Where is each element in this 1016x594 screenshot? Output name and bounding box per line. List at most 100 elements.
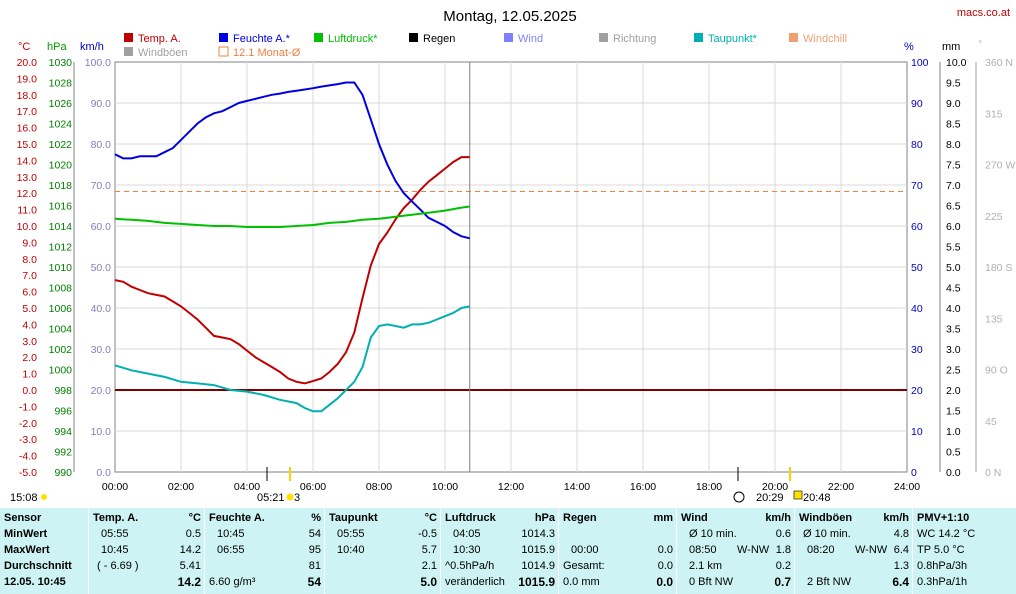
summary-table: Sensor MinWert MaxWert Durchschnitt 12.0…: [0, 508, 1016, 594]
temp-tick-label: 10.0: [17, 221, 38, 233]
legend-swatch: [409, 33, 418, 42]
rain-tick-label: 8.0: [946, 139, 961, 151]
rain-mm: 0.0 mm: [563, 576, 600, 588]
rain-tick-label: 3.0: [946, 344, 961, 356]
press-max-value: 1015.9: [521, 544, 555, 556]
dew-head: Taupunkt: [329, 512, 378, 524]
wind-bft: 0 Bft NW: [689, 576, 734, 588]
rain-tick-label: 1.5: [946, 406, 961, 418]
col-pmv: PMV+1:10 WC 14.2 °C TP 5.0 °C 0.8hPa/3h …: [912, 508, 1016, 594]
humidity-tick-label: 20: [911, 385, 923, 397]
temp-tick-label: 14.0: [17, 155, 38, 167]
hum-min-time: 10:45: [217, 528, 245, 540]
wind-tick-label: 80.0: [91, 139, 112, 151]
humidity-tick-label: 50: [911, 262, 923, 274]
temp-unit: °C: [188, 512, 201, 524]
legend: Temp. A. Feuchte A.* Luftdruck* Regen Wind Ri…: [124, 33, 847, 59]
rain-tick-label: 5.5: [946, 242, 961, 254]
temp-tick-label: -5.0: [19, 467, 37, 479]
sunrise-moon-label: 3: [294, 492, 300, 504]
temp-avg-value: 5.41: [179, 560, 201, 572]
moonset-time: 20:48: [803, 492, 831, 504]
dew-min-time: 05:55: [337, 528, 365, 540]
legend-swatch: [124, 47, 133, 56]
pressure-tick-label: 996: [54, 406, 72, 418]
humidity-axis-unit: %: [904, 41, 914, 53]
pmv-head: PMV+1:10: [917, 512, 970, 524]
legend-swatch: [504, 33, 513, 42]
temp-tick-label: 18.0: [17, 90, 38, 102]
sunset-time: 20:29: [756, 492, 784, 504]
humidity-tick-label: 100: [911, 57, 929, 69]
legend-label: Windchill: [803, 33, 847, 45]
press-min-time: 04:05: [453, 528, 481, 540]
pressure-tick-label: 1000: [49, 365, 73, 377]
rain-head: Regen: [563, 512, 597, 524]
gust-avg10-label: Ø 10 min.: [803, 528, 851, 540]
rain-tick-label: 4.0: [946, 303, 961, 315]
sunrise-time: 05:21: [257, 492, 285, 504]
pmv-windchill: WC 14.2 °C: [917, 528, 976, 540]
dew-unit: °C: [424, 512, 437, 524]
pressure-tick-label: 1030: [49, 57, 73, 69]
press-forecast: veränderlich: [445, 576, 505, 588]
gust-bft: 2 Bft NW: [807, 576, 852, 588]
series-line-luftdruck: [114, 205, 470, 228]
pressure-tick-label: 1002: [49, 344, 73, 356]
temp-tick-label: 0.0: [22, 385, 37, 397]
rain-tick-label: 5.0: [946, 262, 961, 274]
legend-label: Feuchte A.*: [233, 33, 291, 45]
dew-min-value: -0.5: [418, 528, 437, 540]
col-pressure: Luftdruck hPa 04:05 1014.3 10:30 1015.9 ^0.…: [440, 508, 559, 594]
direction-tick-label: 90 O: [985, 365, 1008, 377]
temp-tick-label: 5.0: [22, 303, 37, 315]
sun-icon: [41, 494, 47, 500]
temp-min-value: 0.5: [185, 528, 201, 540]
time-tick-label: 14:00: [564, 481, 590, 493]
temp-tick-label: 12.0: [17, 188, 38, 200]
wind-tick-label: 40.0: [91, 303, 112, 315]
rain-tick-label: 9.5: [946, 78, 961, 90]
gust-max-dir: W-NW: [855, 544, 888, 556]
direction-tick-label: 225: [985, 211, 1003, 223]
pressure-tick-label: 1008: [49, 283, 73, 295]
col-dewpoint: Taupunkt °C 05:55 -0.5 10:40 5.7 2.1 5.0: [324, 508, 441, 594]
hum-max-time: 06:55: [217, 544, 245, 556]
pmv-trend3h: 0.8hPa/3h: [917, 560, 968, 572]
temp-tick-label: 7.0: [22, 270, 37, 282]
press-head: Luftdruck: [445, 512, 496, 524]
legend-swatch: [599, 33, 608, 42]
col-humidity: Feuchte A.% 10:45 54 06:55 95 81 6.60 g/m³…: [204, 508, 325, 594]
temp-tick-label: 4.0: [22, 319, 37, 331]
time-tick-label: 12:00: [498, 481, 524, 493]
hum-unit: %: [311, 512, 321, 524]
press-current: 1015.9: [518, 575, 555, 589]
pmv-trend1h: 0.3hPa/1h: [917, 576, 968, 588]
temp-tick-label: -2.0: [19, 418, 37, 430]
sun-bar: 15:08 05:21 3 20:29 20:48: [10, 490, 831, 504]
humidity-tick-label: 0: [911, 467, 917, 479]
rain-tick-label: 10.0: [946, 57, 967, 69]
col-wind: Wind km/h Ø 10 min. 0.6 08:50 W-NW 1.8 2.1 k…: [676, 508, 795, 594]
pmv-dewpoint: TP 5.0 °C: [917, 544, 965, 556]
rain-max-value: 0.0: [657, 544, 673, 556]
press-avg-value: 1014.9: [521, 560, 555, 572]
wind-avg10-value: 0.6: [775, 528, 791, 540]
legend-swatch: [218, 46, 229, 57]
dew-max-value: 5.7: [421, 544, 437, 556]
wind-tick-label: 0.0: [96, 467, 111, 479]
time-tick-label: 16:00: [630, 481, 656, 493]
rain-tick-label: 2.5: [946, 365, 961, 377]
legend-swatch: [789, 33, 798, 42]
direction-tick-label: 135: [985, 313, 1003, 325]
rain-max-time: 00:00: [571, 544, 599, 556]
plot-area: [114, 61, 908, 473]
temp-max-value: 14.2: [179, 544, 201, 556]
wind-tick-label: 20.0: [91, 385, 112, 397]
wind-max-time: 08:50: [689, 544, 717, 556]
wind-max-value: 1.8: [775, 544, 791, 556]
humidity-tick-label: 70: [911, 180, 923, 192]
legend-label: Temp. A.: [138, 33, 181, 45]
temp-tick-label: 13.0: [17, 172, 38, 184]
legend-swatch: [694, 33, 703, 42]
